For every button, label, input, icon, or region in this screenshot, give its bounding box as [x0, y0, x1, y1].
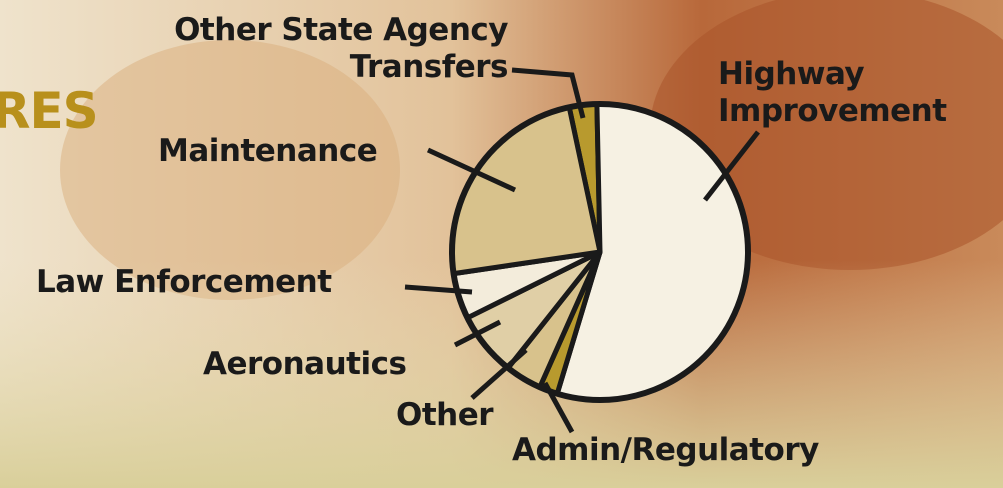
slice-label: Maintenance [158, 133, 378, 169]
slice-label: Aeronautics [203, 346, 407, 382]
slice-label: Other State Agency Transfers [174, 12, 508, 85]
leaders [404, 67, 760, 434]
horse-shape [60, 40, 400, 300]
pie [449, 101, 751, 403]
leader-line [470, 348, 528, 400]
leader-line [404, 284, 473, 295]
leader-line [542, 381, 575, 434]
slice-label: Highway Improvement [718, 56, 947, 129]
pie-outline [449, 101, 751, 403]
leader-line [426, 147, 517, 193]
leader-line [703, 130, 760, 202]
slice-label: Admin/Regulatory [512, 432, 819, 468]
leader-line [453, 319, 502, 348]
slice-label: Other [396, 397, 494, 433]
leader-line [511, 67, 586, 119]
slice-label: Law Enforcement [36, 264, 332, 300]
title-fragment: RES [0, 82, 99, 140]
